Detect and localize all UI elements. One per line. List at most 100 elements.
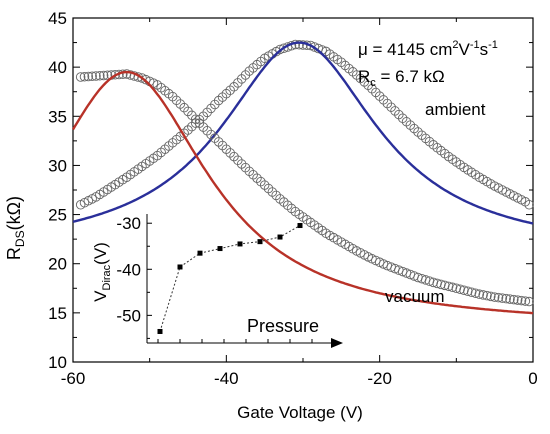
main-series	[71, 39, 534, 315]
ambient-data-point	[171, 134, 182, 145]
ambient-data-point	[524, 199, 534, 210]
ambient-data-point	[420, 133, 431, 144]
inset-y-tick-label: -50	[116, 306, 141, 325]
vacuum-data-point	[447, 282, 458, 293]
ambient-data-point	[344, 63, 354, 74]
main-axis-ticks	[72, 17, 534, 363]
vacuum-data-point	[455, 284, 465, 295]
ambient-data-point	[428, 140, 439, 150]
inset-data-point	[197, 250, 203, 256]
vacuum-data-point	[440, 280, 450, 291]
vacuum-data-point	[489, 292, 500, 302]
vacuum-data-point	[102, 70, 113, 81]
inset-data-point	[277, 234, 283, 240]
vacuum-data-point	[516, 295, 527, 306]
vacuum-data-point	[79, 71, 90, 82]
x-tick-label: -20	[367, 369, 392, 388]
ambient-data-point	[432, 142, 442, 153]
y-tick-label: 35	[48, 107, 67, 126]
main-x-tick-labels: -60 -40 -20 0	[61, 369, 538, 388]
main-plot-frame	[72, 17, 534, 363]
inset-series	[157, 223, 303, 334]
main-y-tick-labels: 10 15 20 25 30 35 40 45	[48, 9, 67, 372]
vacuum-data-point	[432, 278, 442, 289]
vacuum-data-point	[286, 203, 297, 214]
inset-data-point	[237, 241, 243, 247]
inset-data-point	[217, 246, 223, 252]
inset-data-point	[257, 239, 263, 245]
ambient-data-point	[256, 56, 266, 67]
inset-axes: -30 -40 -50	[116, 214, 343, 348]
x-tick-label: -40	[214, 369, 239, 388]
ambient-data-point	[340, 60, 350, 71]
y-tick-label: 30	[48, 156, 67, 175]
vacuum-data-point	[428, 277, 439, 288]
ambient-data-point	[348, 67, 358, 77]
inset-y-tick-label: -40	[116, 260, 141, 279]
ambient-data-point	[424, 136, 435, 147]
y-tick-label: 45	[48, 9, 67, 28]
ambient-data-point	[417, 130, 427, 140]
vacuum-data-point	[512, 295, 523, 305]
ambient-data-point	[252, 59, 262, 70]
vacuum-data-point	[98, 70, 109, 81]
main-plot: -60 -40 -20 0 10 15 20 25 30 35 40 45 Gate Voltage…	[4, 9, 538, 422]
ambient-series-label: ambient	[425, 100, 486, 119]
vacuum-data-point	[156, 83, 166, 93]
y-tick-label: 25	[48, 206, 67, 225]
y-tick-label: 15	[48, 304, 67, 323]
vacuum-data-point	[470, 288, 481, 298]
x-tick-label: -60	[61, 369, 86, 388]
inset-x-axis-arrowhead	[331, 338, 343, 348]
vacuum-data-point	[110, 70, 120, 80]
vacuum-data-point	[493, 292, 504, 303]
vacuum-data-point	[279, 197, 289, 207]
ambient-data-point	[294, 40, 304, 50]
vacuum-data-point	[95, 70, 105, 81]
vacuum-data-point	[436, 279, 446, 290]
vacuum-data-point	[463, 286, 473, 296]
vacuum-data-point	[160, 85, 170, 96]
vacuum-data-point	[121, 69, 132, 79]
vacuum-data-point	[478, 290, 488, 300]
ambient-data-point	[156, 147, 166, 158]
vacuum-data-point	[451, 283, 462, 294]
vacuum-data-point	[443, 281, 454, 292]
y-tick-label: 10	[48, 353, 67, 372]
vacuum-data-point	[505, 294, 515, 304]
ambient-data-point	[164, 141, 174, 151]
vacuum-data-point	[524, 296, 534, 307]
vacuum-data-point	[509, 294, 519, 305]
inset-data-point	[177, 264, 183, 270]
vacuum-data-point	[75, 72, 86, 82]
vacuum-data-point	[91, 71, 101, 81]
contact-resistance-annotation: Rc = 6.7 kΩ	[358, 67, 445, 89]
vacuum-data-point	[87, 71, 97, 81]
vacuum-data-point	[164, 88, 174, 99]
inset-data-point	[297, 223, 303, 229]
vacuum-data-point	[282, 200, 293, 210]
vacuum-data-point	[83, 71, 94, 82]
vacuum-series-label: vacuum	[385, 287, 445, 306]
inset-data-point	[157, 328, 163, 334]
vacuum-data-point	[520, 296, 531, 306]
ambient-data-point	[440, 148, 450, 159]
ambient-data-point	[248, 63, 258, 73]
vacuum-fit-line	[71, 70, 534, 315]
inset-y-tick-label: -30	[116, 214, 141, 233]
mobility-annotation: μ = 4145 cm2V-1s-1	[358, 39, 498, 59]
x-axis-label: Gate Voltage (V)	[237, 403, 363, 422]
y-tick-label: 40	[48, 58, 67, 77]
vacuum-data-point	[497, 293, 508, 303]
vacuum-data-point	[459, 285, 469, 296]
x-tick-label: 0	[528, 369, 537, 388]
ambient-data-point	[436, 145, 446, 156]
ambient-data-point	[167, 138, 178, 148]
vacuum-data-point	[474, 289, 485, 299]
vacuum-data-point	[466, 287, 477, 297]
y-axis-label: RDS(kΩ)	[4, 196, 27, 260]
ambient-fit-line	[72, 41, 534, 225]
vacuum-data-point	[486, 291, 496, 302]
inset-x-axis-label: Pressure	[247, 316, 319, 336]
